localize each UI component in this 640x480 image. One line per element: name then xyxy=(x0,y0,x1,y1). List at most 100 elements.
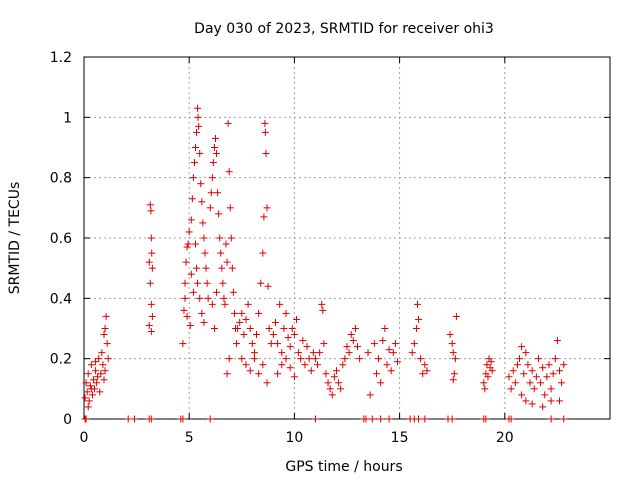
data-point xyxy=(560,361,568,369)
data-point xyxy=(324,379,332,387)
data-points xyxy=(81,104,568,423)
data-point xyxy=(217,249,225,257)
data-point xyxy=(146,279,154,287)
data-point xyxy=(260,213,268,221)
data-point xyxy=(221,300,229,308)
data-point xyxy=(553,337,561,345)
data-point xyxy=(238,309,246,317)
data-point xyxy=(518,391,526,399)
data-point xyxy=(278,361,286,369)
data-point xyxy=(215,210,223,218)
data-point xyxy=(370,340,378,348)
data-point xyxy=(218,264,226,272)
data-point xyxy=(230,309,238,317)
data-point xyxy=(332,367,340,375)
data-point xyxy=(280,325,288,332)
data-point xyxy=(322,370,330,378)
data-point xyxy=(551,355,559,363)
data-point xyxy=(206,204,214,212)
data-point xyxy=(229,288,237,296)
data-point xyxy=(210,325,218,332)
data-point xyxy=(530,385,538,393)
y-tick-label: 0.8 xyxy=(50,171,72,187)
data-point xyxy=(528,367,536,375)
data-point xyxy=(259,361,267,369)
data-point xyxy=(210,144,218,151)
data-point xyxy=(539,403,547,411)
data-point xyxy=(147,234,155,242)
data-point xyxy=(295,349,303,357)
data-point xyxy=(250,349,258,357)
data-point xyxy=(240,331,248,339)
data-point xyxy=(188,195,196,203)
data-point xyxy=(257,279,265,287)
data-point xyxy=(223,258,231,266)
data-point xyxy=(415,315,423,323)
data-point xyxy=(534,355,542,363)
data-point xyxy=(522,397,530,405)
data-point xyxy=(182,258,190,266)
data-point xyxy=(487,358,495,366)
data-point xyxy=(274,340,282,348)
data-point xyxy=(286,343,294,351)
data-point xyxy=(319,306,327,314)
data-point xyxy=(88,391,96,399)
data-point xyxy=(448,340,456,348)
data-point xyxy=(185,228,193,236)
data-point xyxy=(547,397,555,405)
data-point xyxy=(233,340,241,348)
data-point xyxy=(282,309,290,317)
data-point xyxy=(263,379,271,387)
data-point xyxy=(556,397,564,405)
data-point xyxy=(509,367,517,375)
data-point xyxy=(186,321,194,329)
data-point xyxy=(326,385,334,393)
data-point xyxy=(301,361,309,369)
data-point xyxy=(284,334,292,342)
data-point xyxy=(423,367,431,375)
data-point xyxy=(196,294,204,302)
data-point xyxy=(328,391,336,399)
data-point xyxy=(518,343,526,351)
data-point xyxy=(524,361,532,369)
data-point xyxy=(102,312,110,320)
data-point xyxy=(193,128,201,136)
data-point xyxy=(200,234,208,242)
axis-ticks: 0 5 10 15 20 0 0.2 0.4 0.6 0.8 1 1.2 xyxy=(50,50,610,446)
data-point xyxy=(368,415,376,423)
x-tick-label: 15 xyxy=(391,430,409,446)
data-point xyxy=(278,349,286,357)
data-point xyxy=(196,150,204,158)
data-point xyxy=(421,415,429,423)
data-point xyxy=(303,343,311,351)
data-point xyxy=(337,385,345,393)
data-point xyxy=(225,355,233,363)
data-point xyxy=(255,370,263,378)
data-point xyxy=(189,174,197,182)
data-point xyxy=(537,379,545,387)
data-point xyxy=(520,370,528,378)
data-point xyxy=(481,385,489,393)
data-point xyxy=(375,355,383,363)
data-point xyxy=(271,318,279,326)
data-point xyxy=(451,355,459,363)
data-point xyxy=(84,403,92,411)
data-point xyxy=(201,249,209,257)
data-point xyxy=(528,400,536,408)
data-point xyxy=(522,349,530,357)
data-point xyxy=(449,376,457,384)
data-point xyxy=(84,370,92,378)
data-point xyxy=(349,337,357,345)
data-point xyxy=(381,325,389,332)
data-point xyxy=(213,288,221,296)
data-point xyxy=(448,415,456,423)
data-point xyxy=(97,370,105,378)
data-point xyxy=(213,150,221,158)
data-point xyxy=(148,312,156,320)
data-point xyxy=(330,373,338,381)
data-point xyxy=(147,300,155,308)
data-point xyxy=(263,204,271,212)
data-point xyxy=(450,370,458,378)
data-point xyxy=(180,306,188,314)
data-point xyxy=(288,325,296,332)
